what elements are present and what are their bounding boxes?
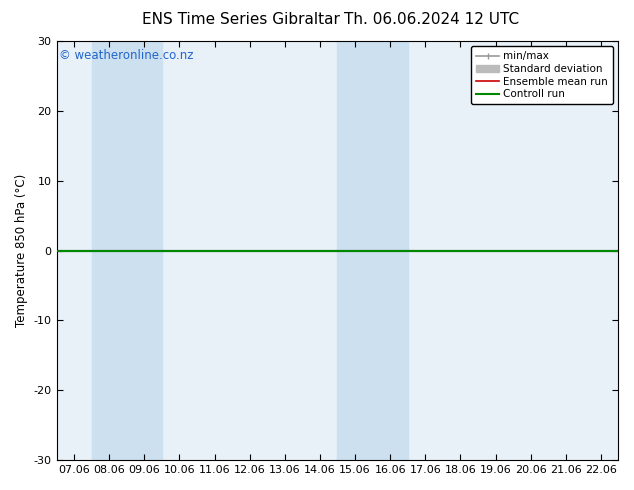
Text: © weatheronline.co.nz: © weatheronline.co.nz <box>60 49 194 62</box>
Bar <box>337 41 408 460</box>
Bar <box>92 41 162 460</box>
Y-axis label: Temperature 850 hPa (°C): Temperature 850 hPa (°C) <box>15 174 28 327</box>
Text: ENS Time Series Gibraltar: ENS Time Series Gibraltar <box>142 12 340 27</box>
Text: Th. 06.06.2024 12 UTC: Th. 06.06.2024 12 UTC <box>344 12 519 27</box>
Legend: min/max, Standard deviation, Ensemble mean run, Controll run: min/max, Standard deviation, Ensemble me… <box>471 46 613 104</box>
